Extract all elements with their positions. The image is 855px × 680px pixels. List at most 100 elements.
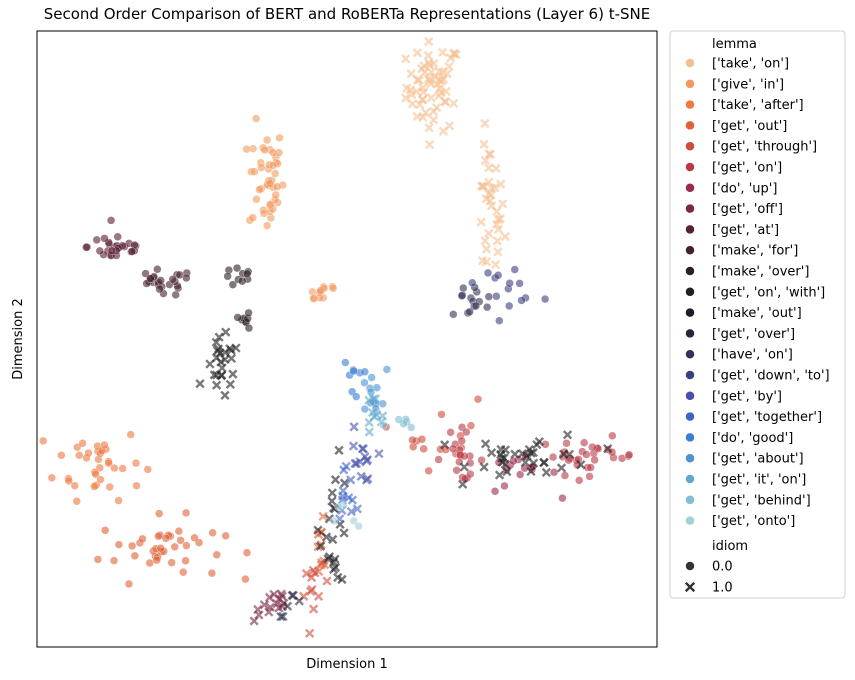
legend-label-20: ['get', 'it', 'on']: [712, 473, 806, 488]
data-point-1: [316, 286, 325, 295]
data-point-0: [493, 214, 504, 225]
data-point-10: [233, 313, 242, 322]
data-point-11: [494, 470, 505, 480]
data-point-17: [346, 475, 356, 485]
data-point-1: [262, 135, 272, 145]
data-point-10: [242, 269, 252, 279]
data-point-1: [252, 195, 261, 204]
data-point-0: [440, 96, 450, 107]
data-point-0: [424, 123, 434, 133]
data-point-11: [226, 353, 237, 364]
data-point-1: [257, 163, 266, 172]
data-point-9: [155, 284, 164, 294]
data-point-3: [318, 511, 328, 522]
data-point-5: [455, 450, 465, 460]
data-point-16: [349, 422, 359, 432]
data-point-1: [275, 133, 284, 143]
data-point-8: [113, 232, 122, 242]
legend-swatch-4: [685, 141, 695, 151]
data-point-16: [362, 456, 372, 466]
data-point-15: [517, 296, 526, 305]
data-point-3: [161, 534, 171, 543]
legend-label-14: ['have', 'on']: [712, 348, 793, 363]
legend-swatch-0: [685, 58, 695, 68]
data-point-2: [96, 475, 105, 484]
legend-label-8: ['get', 'at']: [712, 223, 779, 238]
data-point-22: [334, 502, 343, 512]
data-point-5: [588, 442, 597, 452]
legend-hue-entries: ['take', 'on'] ['give', 'in'] ['take', 'af…: [685, 57, 830, 529]
data-point-3: [176, 536, 185, 545]
data-point-22: [354, 521, 363, 531]
data-point-0: [481, 194, 491, 204]
data-point-0: [412, 48, 423, 58]
data-point-13: [282, 601, 293, 611]
data-point-4: [417, 434, 427, 444]
data-point-0: [436, 88, 446, 98]
data-point-5: [446, 428, 455, 437]
data-point-11: [209, 370, 219, 380]
data-point-3: [152, 555, 161, 565]
data-point-2: [64, 476, 74, 486]
data-point-18: [349, 366, 359, 376]
data-point-2: [118, 464, 127, 473]
data-point-22: [349, 516, 359, 526]
data-point-0: [481, 244, 492, 254]
data-point-16: [363, 474, 373, 484]
data-point-11: [205, 359, 215, 369]
legend-label-21: ['get', 'behind']: [712, 493, 811, 508]
data-point-10: [237, 276, 247, 286]
data-point-15: [540, 294, 550, 304]
data-point-8: [100, 234, 109, 243]
data-point-2: [70, 481, 80, 490]
legend-swatch-1: [685, 79, 695, 89]
legend-swatch-3: [685, 120, 695, 131]
data-point-15: [505, 278, 514, 288]
data-point-0: [444, 61, 454, 72]
data-point-1: [248, 213, 258, 222]
data-point-0: [406, 68, 416, 79]
legend-swatch-20: [685, 474, 695, 484]
legend-swatch-8: [685, 224, 695, 235]
data-point-6: [558, 493, 567, 503]
data-point-2: [126, 430, 135, 439]
data-point-2: [84, 448, 93, 458]
data-point-11: [502, 466, 512, 477]
data-point-2: [100, 440, 109, 450]
data-point-3: [93, 555, 103, 564]
data-point-0: [492, 236, 502, 246]
data-point-6: [490, 487, 500, 496]
data-point-1: [260, 145, 269, 155]
data-point-14: [449, 310, 458, 319]
data-point-1: [250, 167, 259, 176]
data-point-0: [493, 224, 504, 234]
legend-label-0: ['take', 'on']: [712, 57, 789, 72]
data-point-11: [562, 430, 573, 440]
data-point-5: [574, 476, 584, 485]
data-point-16: [357, 443, 368, 454]
legend-swatch-15: [685, 370, 695, 380]
data-point-11: [532, 439, 542, 450]
legend-label-9: ['make', 'for']: [712, 244, 798, 259]
legend-label-17: ['get', 'together']: [712, 410, 822, 425]
data-point-17: [341, 461, 351, 472]
data-point-11: [486, 448, 497, 458]
data-point-10: [244, 323, 254, 333]
data-point-0: [484, 163, 494, 173]
legend-frame: [669, 30, 846, 599]
data-point-3: [182, 541, 191, 550]
data-point-18: [360, 367, 370, 377]
data-point-3: [127, 541, 137, 551]
data-point-2: [38, 436, 48, 446]
legend-swatch-17: [685, 411, 695, 422]
legend-style-marker-1: [684, 581, 696, 593]
data-point-11: [211, 380, 222, 390]
legend-swatch-11: [685, 287, 695, 297]
data-point-3: [154, 509, 164, 518]
data-point-3: [179, 567, 188, 577]
data-point-7: [253, 604, 263, 615]
data-point-5: [448, 444, 458, 453]
legend-label-10: ['make', 'over']: [712, 265, 809, 280]
data-point-0: [412, 111, 422, 122]
